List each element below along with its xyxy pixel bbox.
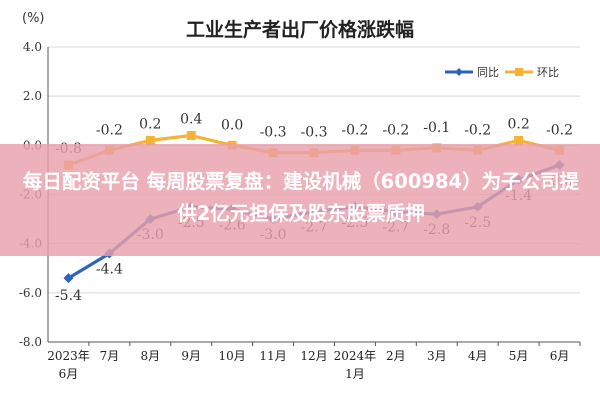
x-tick-label: 4月: [468, 349, 488, 363]
x-tick-label: 9月: [181, 349, 201, 363]
x-tick-label: 10月: [219, 349, 246, 363]
x-tick-label: 2024年: [334, 349, 377, 363]
legend-marker: [515, 68, 523, 76]
data-label: -0.2: [382, 122, 409, 138]
y-tick-label: 4.0: [23, 40, 42, 54]
data-label: 0.4: [180, 112, 202, 128]
data-label: -0.2: [341, 122, 368, 138]
x-tick-label: 12月: [300, 349, 327, 363]
x-tick-label: 5月: [509, 349, 529, 363]
data-label: -0.3: [301, 125, 328, 141]
data-label: 0.2: [139, 116, 161, 132]
x-tick-label: 6月: [550, 349, 570, 363]
data-label: 0.0: [221, 117, 243, 133]
x-tick-label: 11月: [259, 349, 286, 363]
data-label: -5.4: [55, 288, 82, 304]
x-tick-label: 2月: [386, 349, 406, 363]
data-point: [514, 135, 524, 145]
data-label: -0.2: [546, 122, 573, 138]
x-tick-label-line2: 1月: [345, 367, 365, 381]
y-axis-unit: (%): [22, 11, 45, 26]
x-tick-label: 7月: [100, 349, 120, 363]
chart-title: 工业生产者出厂价格涨跌幅: [186, 18, 414, 41]
data-label: -0.1: [423, 120, 450, 136]
legend: 同比 环比: [445, 66, 559, 79]
data-point: [63, 273, 74, 284]
x-tick-label: 3月: [427, 349, 447, 363]
data-label: -0.2: [464, 122, 491, 138]
legend-label: 环比: [537, 66, 559, 79]
x-tick-label: 2023年: [47, 349, 90, 363]
headline-text: 每日配资平台 每周股票复盘：建设机械（600984）为子公司提供2亿元担保及股东…: [22, 170, 580, 225]
data-label: -0.2: [96, 122, 123, 138]
y-tick-label: -8.0: [19, 335, 42, 349]
data-label: -4.4: [96, 262, 123, 278]
x-tick-label-line2: 6月: [59, 367, 79, 381]
y-tick-label: -6.0: [19, 286, 42, 300]
data-label: -0.3: [260, 125, 287, 141]
data-point: [186, 131, 196, 140]
legend-marker: [455, 68, 463, 76]
y-tick-label: 2.0: [23, 89, 42, 103]
legend-label: 同比: [477, 66, 499, 79]
data-label: 0.2: [507, 116, 529, 132]
x-tick-label: 8月: [140, 349, 160, 363]
data-point: [145, 135, 155, 145]
headline-banner[interactable]: 每日配资平台 每周股票复盘：建设机械（600984）为子公司提供2亿元担保及股东…: [0, 144, 600, 256]
